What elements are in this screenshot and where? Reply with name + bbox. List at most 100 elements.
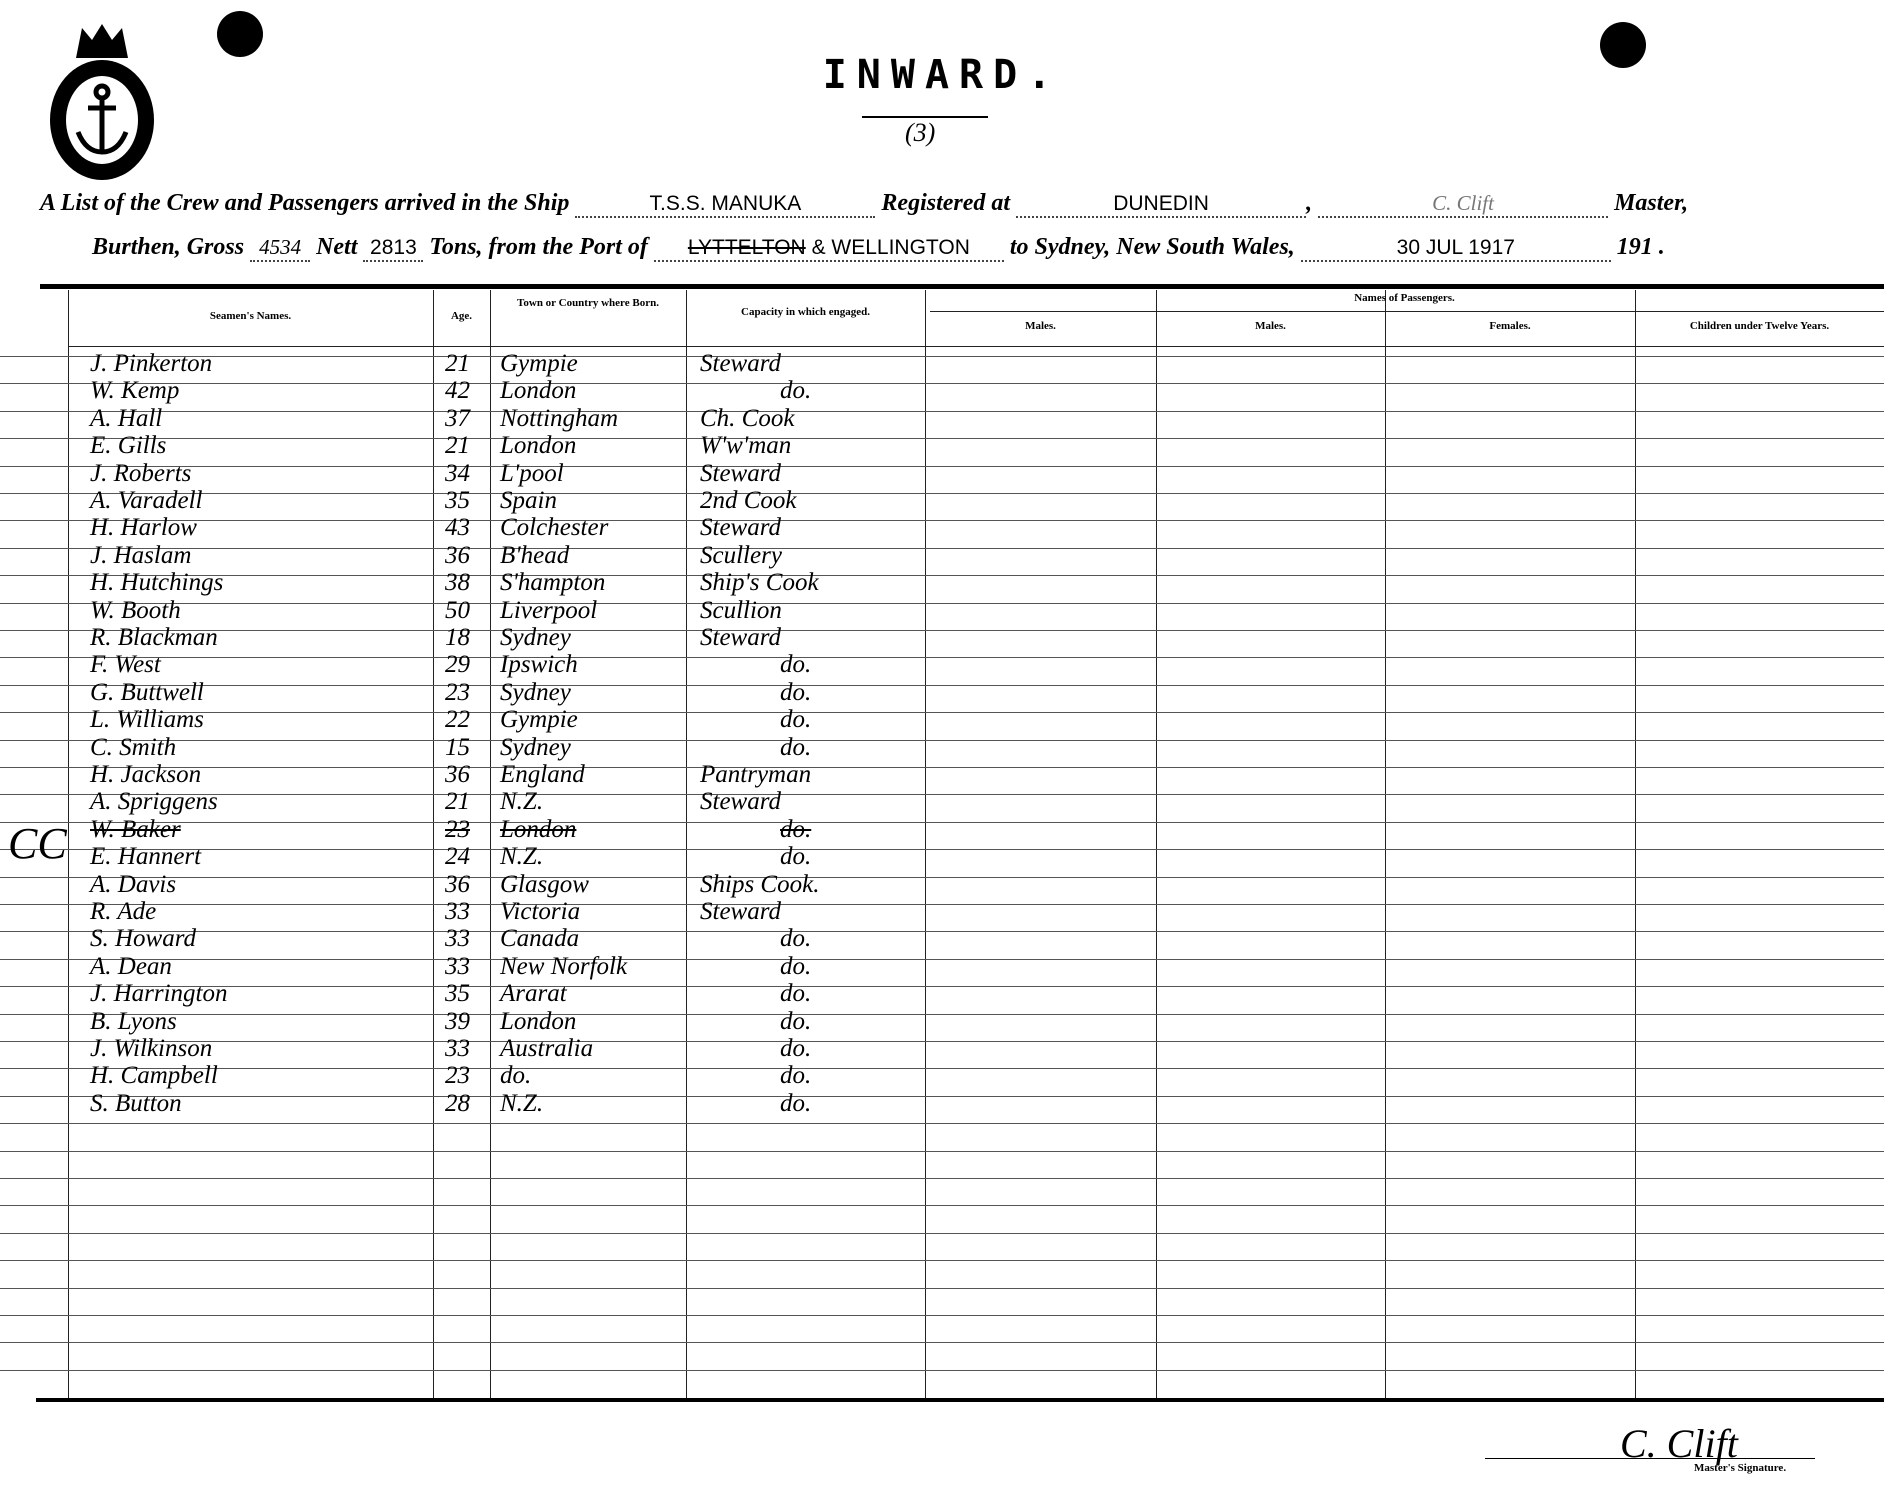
capacity: do. (780, 377, 812, 405)
capacity: Ships Cook. (700, 870, 820, 898)
age: 21 (445, 350, 470, 377)
birthplace: Nottingham (500, 404, 619, 432)
row-line (0, 630, 1884, 631)
row-line (0, 1342, 1884, 1344)
age: 43 (445, 514, 470, 542)
row-line (0, 547, 1884, 549)
registered-at-field: DUNEDIN (1016, 192, 1307, 218)
capacity: Ch. Cook (700, 404, 795, 432)
row-line (0, 1095, 1884, 1097)
capacity: do. (780, 1007, 812, 1035)
seaman-name: J. Wilkinson (90, 1035, 213, 1062)
birthplace: Australia (500, 1035, 594, 1062)
birthplace: Sydney (500, 624, 571, 651)
column-divider (1385, 290, 1386, 1400)
age: 50 (445, 596, 470, 624)
birthplace: Sydney (500, 733, 571, 761)
gross-tonnage-field: 4534 (250, 235, 311, 262)
age: 36 (445, 541, 470, 569)
age: 35 (445, 487, 470, 514)
capacity: Scullery (700, 541, 782, 569)
capacity: Scullion (700, 596, 782, 624)
signature-line (1485, 1458, 1815, 1459)
capacity: Steward (700, 514, 782, 542)
registered-label: Registered at (881, 190, 1011, 216)
age: 29 (445, 651, 470, 679)
birthplace: Victoria (500, 898, 581, 925)
master-name-field: C. Clift (1318, 191, 1609, 218)
row-line (0, 1205, 1884, 1207)
age: 39 (445, 1007, 470, 1035)
column-divider (490, 290, 491, 1400)
header-males-1: Males. (1025, 320, 1056, 332)
seaman-name: W. Booth (90, 596, 181, 624)
age: 23 (445, 1062, 470, 1090)
row-line (0, 712, 1884, 714)
row-line (0, 1150, 1884, 1152)
row-line (0, 931, 1884, 933)
column-divider (433, 290, 434, 1400)
age: 23 (445, 678, 470, 706)
header-rule (40, 284, 1884, 289)
header-capacity: Capacity in which engaged. (741, 306, 870, 318)
seaman-name: C. Smith (90, 733, 177, 761)
row-line (0, 1369, 1884, 1371)
row-line (0, 1232, 1884, 1234)
row-line (0, 520, 1884, 522)
master-signature: C. Clift (1620, 1421, 1738, 1466)
form-title: INWARD. (822, 52, 1062, 98)
birthplace: B'head (500, 541, 570, 569)
row-line (0, 1260, 1884, 1262)
date-field: 30 JUL 1917 (1300, 236, 1611, 262)
age: 21 (445, 788, 470, 816)
birthplace: London (500, 815, 577, 843)
seaman-name: H. Hutchings (90, 569, 224, 597)
row-line (0, 657, 1884, 659)
seaman-name: H. Jackson (90, 761, 202, 788)
destination-label: to Sydney, New South Wales, (1009, 234, 1295, 260)
capacity: do. (780, 706, 812, 734)
age: 37 (445, 404, 470, 432)
row-line (0, 602, 1884, 604)
seaman-name: H. Harlow (90, 514, 197, 542)
birthplace: Ipswich (500, 651, 578, 679)
age: 33 (445, 1035, 470, 1062)
birthplace: Liverpool (500, 596, 598, 624)
port-name: & WELLINGTON (811, 236, 970, 259)
row-line (0, 794, 1884, 796)
birthplace: Gympie (500, 706, 578, 734)
capacity: do. (780, 980, 812, 1008)
header-bottom-rule (68, 346, 1884, 347)
seaman-name: F. West (90, 651, 161, 679)
nett-label: Nett (316, 234, 358, 260)
age: 36 (445, 761, 470, 788)
age: 24 (445, 843, 470, 871)
seaman-name: J. Harrington (90, 980, 228, 1008)
anchor-crest-logo (50, 24, 154, 180)
row-line (0, 1041, 1884, 1042)
header-children: Children under Twelve Years. (1689, 320, 1830, 332)
capacity: Ship's Cook (700, 569, 819, 597)
seaman-name: J. Roberts (90, 459, 192, 487)
birthplace: Sydney (500, 678, 571, 706)
seaman-name: H. Campbell (90, 1062, 218, 1090)
birthplace: N.Z. (500, 788, 544, 816)
seaman-name: E. Gills (90, 432, 167, 460)
age: 33 (445, 952, 470, 980)
row-line (0, 1315, 1884, 1316)
seaman-name: W. Kemp (90, 377, 180, 405)
nett-tonnage-field: 2813 (363, 236, 424, 262)
seaman-name: A. Hall (90, 404, 163, 432)
age: 34 (445, 459, 470, 487)
row-line (0, 356, 1884, 357)
row-line (0, 849, 1884, 851)
sheet-number: (3) (905, 118, 936, 147)
table-bottom-rule (36, 1398, 1884, 1402)
capacity: do. (780, 952, 812, 980)
birthplace: L'pool (500, 459, 564, 487)
seaman-name: S. Howard (90, 925, 197, 953)
row-line (0, 958, 1884, 960)
age: 15 (445, 733, 470, 761)
capacity: do. (780, 1089, 812, 1117)
seaman-name: R. Ade (90, 898, 157, 925)
